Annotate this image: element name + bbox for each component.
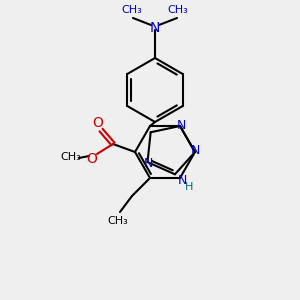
Text: CH₃: CH₃	[122, 5, 142, 15]
Text: O: O	[93, 116, 104, 130]
Text: N: N	[177, 175, 187, 188]
Text: H: H	[185, 182, 193, 192]
Text: N: N	[190, 145, 200, 158]
Text: CH₃: CH₃	[168, 5, 188, 15]
Text: N: N	[150, 21, 160, 35]
Text: CH₃: CH₃	[61, 152, 81, 162]
Text: CH₃: CH₃	[108, 216, 128, 226]
Text: N: N	[144, 157, 153, 169]
Text: O: O	[87, 152, 98, 166]
Text: N: N	[176, 118, 186, 131]
